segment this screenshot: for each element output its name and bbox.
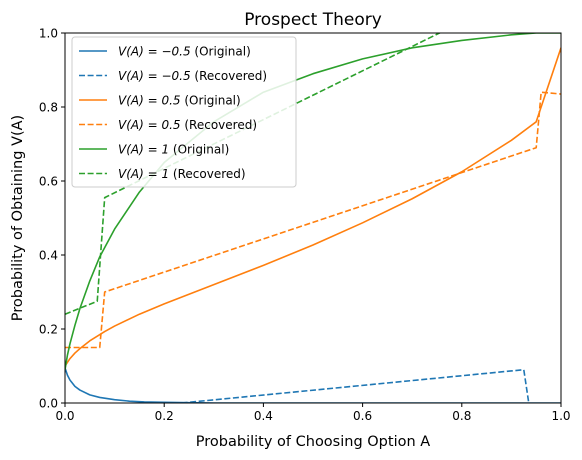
x-tick-label: 0.8 xyxy=(452,409,471,423)
y-tick-label: 0.6 xyxy=(39,174,58,188)
legend-label-4: V(A) = 0.5 (Recovered) xyxy=(118,118,257,132)
legend-label-6: V(A) = 1 (Recovered) xyxy=(118,167,246,181)
x-tick-label: 0.0 xyxy=(55,409,74,423)
x-tick-label: 1.0 xyxy=(551,409,570,423)
y-tick-label: 0.2 xyxy=(39,322,58,336)
x-axis-ticks: 0.0 0.2 0.4 0.6 0.8 1.0 xyxy=(55,403,570,423)
y-tick-label: 1.0 xyxy=(39,26,58,40)
x-tick-label: 0.6 xyxy=(353,409,372,423)
chart-title: Prospect Theory xyxy=(244,10,382,30)
x-tick-label: 0.2 xyxy=(155,409,174,423)
y-tick-label: 0.4 xyxy=(39,248,58,262)
y-axis-ticks: 0.0 0.2 0.4 0.6 0.8 1.0 xyxy=(39,26,65,410)
y-tick-label: 0.8 xyxy=(39,100,58,114)
legend: V(A) = −0.5 (Original) V(A) = −0.5 (Recov… xyxy=(72,37,296,187)
legend-label-2: V(A) = −0.5 (Recovered) xyxy=(118,69,267,83)
y-tick-label: 0.0 xyxy=(39,396,58,410)
series-line-2 xyxy=(182,370,529,403)
y-axis-label: Probability of Obtaining V(A) xyxy=(10,115,26,321)
legend-label-5: V(A) = 1 (Original) xyxy=(118,143,229,157)
legend-label-1: V(A) = −0.5 (Original) xyxy=(118,45,251,59)
legend-label-3: V(A) = 0.5 (Original) xyxy=(118,94,241,108)
x-tick-label: 0.4 xyxy=(254,409,273,423)
legend-box xyxy=(72,37,296,187)
x-axis-label: Probability of Choosing Option A xyxy=(196,434,430,450)
